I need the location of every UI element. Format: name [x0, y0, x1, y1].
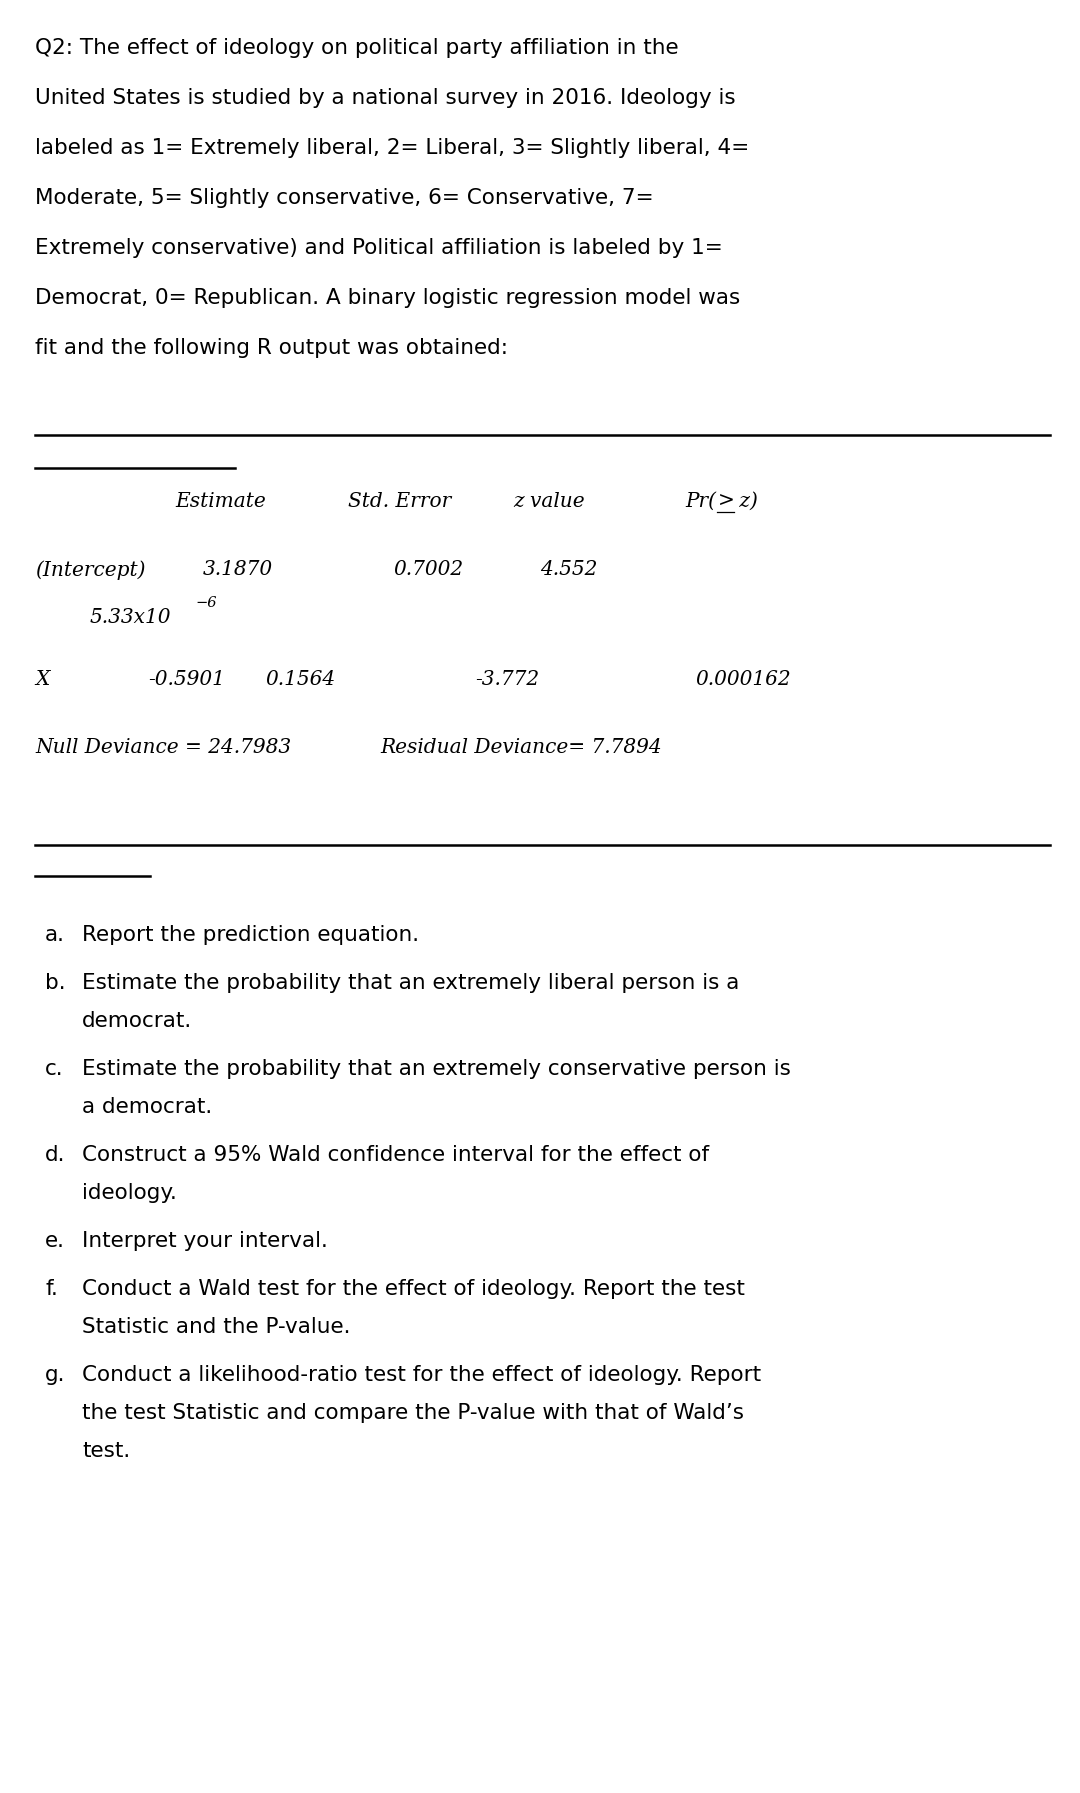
Text: Std. Error: Std. Error: [348, 491, 451, 511]
Text: 0.7002: 0.7002: [393, 559, 463, 579]
Text: z): z): [733, 491, 758, 511]
Text: >: >: [718, 491, 734, 511]
Text: (Intercept): (Intercept): [35, 559, 146, 579]
Text: 5.33x10: 5.33x10: [90, 608, 172, 628]
Text: Estimate: Estimate: [175, 491, 266, 511]
Text: Democrat, 0= Republican. A binary logistic regression model was: Democrat, 0= Republican. A binary logist…: [35, 289, 740, 308]
Text: X: X: [35, 671, 50, 689]
Text: Q2: The effect of ideology on political party affiliation in the: Q2: The effect of ideology on political …: [35, 38, 678, 57]
Text: fit and the following R output was obtained:: fit and the following R output was obtai…: [35, 339, 508, 359]
Text: democrat.: democrat.: [82, 1011, 192, 1031]
Text: f.: f.: [45, 1278, 58, 1298]
Text: Residual Deviance= 7.7894: Residual Deviance= 7.7894: [380, 739, 662, 757]
Text: Null Deviance = 24.7983: Null Deviance = 24.7983: [35, 739, 292, 757]
Text: 0.000162: 0.000162: [696, 671, 791, 689]
Text: z value: z value: [513, 491, 584, 511]
Text: c.: c.: [45, 1060, 64, 1079]
Text: b.: b.: [45, 974, 66, 993]
Text: the test Statistic and compare the P-value with that of Wald’s: the test Statistic and compare the P-val…: [82, 1402, 744, 1424]
Text: -3.772: -3.772: [475, 671, 539, 689]
Text: Extremely conservative) and Political affiliation is labeled by 1=: Extremely conservative) and Political af…: [35, 238, 723, 258]
Text: a.: a.: [45, 925, 65, 945]
Text: a democrat.: a democrat.: [82, 1097, 213, 1117]
Text: Construct a 95% Wald confidence interval for the effect of: Construct a 95% Wald confidence interval…: [82, 1146, 710, 1165]
Text: Estimate the probability that an extremely liberal person is a: Estimate the probability that an extreme…: [82, 974, 740, 993]
Text: Conduct a likelihood-ratio test for the effect of ideology. Report: Conduct a likelihood-ratio test for the …: [82, 1364, 761, 1384]
Text: g.: g.: [45, 1364, 66, 1384]
Text: ideology.: ideology.: [82, 1183, 177, 1203]
Text: labeled as 1= Extremely liberal, 2= Liberal, 3= Slightly liberal, 4=: labeled as 1= Extremely liberal, 2= Libe…: [35, 138, 750, 158]
Text: d.: d.: [45, 1146, 66, 1165]
Text: Report the prediction equation.: Report the prediction equation.: [82, 925, 419, 945]
Text: United States is studied by a national survey in 2016. Ideology is: United States is studied by a national s…: [35, 88, 735, 108]
Text: Conduct a Wald test for the effect of ideology. Report the test: Conduct a Wald test for the effect of id…: [82, 1278, 745, 1298]
Text: −6: −6: [195, 595, 216, 610]
Text: 4.552: 4.552: [540, 559, 597, 579]
Text: 3.1870: 3.1870: [203, 559, 273, 579]
Text: Interpret your interval.: Interpret your interval.: [82, 1232, 328, 1252]
Text: Statistic and the P-value.: Statistic and the P-value.: [82, 1318, 351, 1338]
Text: 0.1564: 0.1564: [265, 671, 335, 689]
Text: -0.5901: -0.5901: [148, 671, 225, 689]
Text: Estimate the probability that an extremely conservative person is: Estimate the probability that an extreme…: [82, 1060, 791, 1079]
Text: e.: e.: [45, 1232, 65, 1252]
Text: test.: test.: [82, 1442, 131, 1461]
Text: Pr(: Pr(: [685, 491, 716, 511]
Text: Moderate, 5= Slightly conservative, 6= Conservative, 7=: Moderate, 5= Slightly conservative, 6= C…: [35, 188, 653, 208]
